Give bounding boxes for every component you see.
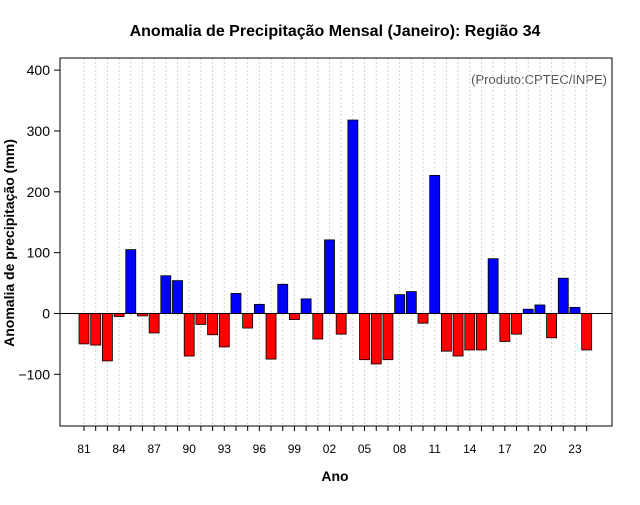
bar-00 — [300, 298, 312, 314]
x-tick-label-08: 08 — [393, 442, 407, 456]
bar-83 — [101, 313, 113, 362]
bar-95 — [242, 313, 254, 329]
bar-13 — [452, 313, 464, 357]
x-tick-label-05: 05 — [358, 442, 372, 456]
x-tick-label-93: 93 — [218, 442, 232, 456]
bar-04 — [347, 119, 359, 314]
bar-10 — [417, 313, 429, 324]
bar-90 — [183, 313, 195, 357]
axes: −100 0 100 200 300 400 81 84 87 90 93 96 99 02 05 08 11 1… — [18, 57, 613, 456]
y-axis-label: Anomalia de precipitação (mm) — [1, 139, 17, 347]
bar-12 — [440, 313, 452, 352]
x-tick-label-23: 23 — [568, 442, 582, 456]
bars — [78, 119, 593, 365]
bar-05 — [359, 313, 370, 361]
y-tick-label--100: −100 — [18, 366, 50, 382]
y-tick-label-400: 400 — [27, 62, 51, 78]
bar-99 — [289, 313, 300, 320]
bar-82 — [90, 313, 102, 346]
bar-07 — [382, 313, 394, 361]
bar-22 — [557, 277, 569, 314]
bar-16 — [487, 258, 499, 314]
y-tick-label-100: 100 — [27, 245, 51, 261]
bar-98 — [277, 283, 289, 314]
chart-title: Anomalia de Precipitação Mensal (Janeiro… — [130, 23, 541, 40]
x-tick-label-17: 17 — [498, 442, 512, 456]
bar-11 — [429, 174, 441, 314]
bar-87 — [148, 313, 160, 334]
bar-18 — [511, 313, 522, 335]
bar-88 — [160, 275, 172, 314]
bar-93 — [218, 313, 230, 348]
bar-06 — [370, 313, 382, 365]
x-tick-label-84: 84 — [112, 442, 126, 456]
x-tick-label-02: 02 — [323, 442, 337, 456]
bar-01 — [312, 313, 324, 340]
bar-91 — [195, 313, 207, 325]
y-tick-label-0: 0 — [42, 305, 50, 321]
x-tick-label-96: 96 — [253, 442, 267, 456]
bar-94 — [230, 292, 242, 314]
bar-03 — [335, 313, 347, 335]
x-tick-label-20: 20 — [533, 442, 547, 456]
plot-frame — [59, 57, 613, 427]
x-axis-label: Ano — [321, 468, 348, 484]
bar-14 — [464, 313, 476, 351]
bar-96 — [253, 303, 265, 314]
bar-08 — [394, 294, 406, 314]
bar-24 — [581, 313, 593, 351]
x-tick-label-81: 81 — [77, 442, 91, 456]
bar-85 — [125, 249, 137, 314]
bar-97 — [265, 313, 277, 360]
x-tick-label-14: 14 — [463, 442, 477, 456]
bar-15 — [476, 313, 487, 351]
x-tick-label-87: 87 — [147, 442, 161, 456]
x-tick-label-99: 99 — [288, 442, 302, 456]
bar-20 — [534, 304, 546, 314]
bar-92 — [207, 313, 218, 336]
bar-89 — [172, 280, 183, 314]
x-tick-label-90: 90 — [183, 442, 197, 456]
bar-21 — [546, 313, 557, 339]
bar-02 — [324, 239, 335, 314]
x-tick-label-11: 11 — [428, 442, 441, 456]
bar-19 — [522, 308, 534, 314]
gridlines — [83, 58, 588, 426]
bar-09 — [405, 291, 417, 314]
bar-23 — [569, 306, 581, 314]
y-tick-label-300: 300 — [27, 123, 51, 139]
bar-81 — [78, 313, 90, 345]
bar-17 — [499, 313, 511, 342]
y-tick-label-200: 200 — [27, 184, 51, 200]
